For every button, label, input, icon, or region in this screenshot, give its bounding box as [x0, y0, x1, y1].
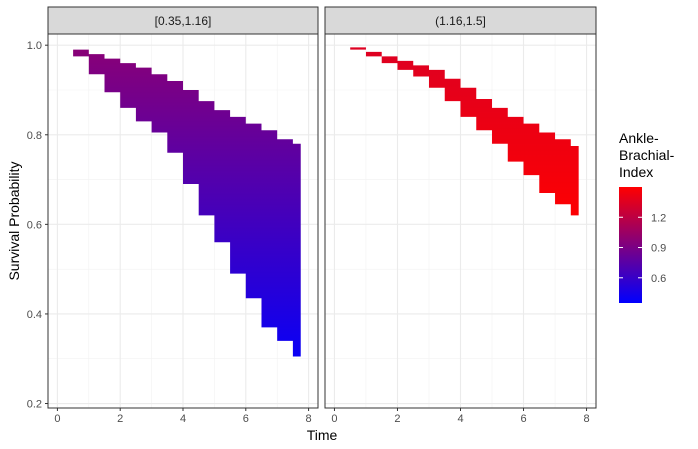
x-axis-panel-2: 0 2 4 6 8 — [331, 408, 590, 425]
y-tick-label: 0.6 — [27, 219, 42, 231]
x-tick-label: 0 — [331, 413, 337, 425]
x-tick-label: 2 — [117, 413, 123, 425]
survival-ribbon — [57, 45, 301, 382]
y-axis: 0.2 0.4 0.6 0.8 1.0 — [27, 40, 48, 411]
legend: Ankle- Brachial- Index 1.2 0.9 0.6 — [619, 130, 675, 303]
x-tick-label: 8 — [306, 413, 312, 425]
x-tick-label: 2 — [394, 413, 400, 425]
legend-colorbar — [619, 187, 642, 303]
x-tick-label: 0 — [54, 413, 60, 425]
x-tick-label: 8 — [583, 413, 589, 425]
legend-label: 0.9 — [651, 243, 666, 255]
y-tick-label: 0.4 — [27, 309, 42, 321]
legend-label: 0.6 — [651, 273, 666, 285]
strip-label: [0.35,1.16] — [155, 14, 212, 28]
x-tick-label: 6 — [243, 413, 249, 425]
survival-ribbon — [334, 45, 579, 229]
legend-title-line-3: Index — [619, 164, 653, 180]
x-tick-label: 4 — [180, 413, 186, 425]
y-tick-label: 1.0 — [27, 40, 42, 52]
facet-panel-2: (1.16,1.5] — [324, 6, 597, 409]
panel-grid — [325, 34, 596, 408]
strip-background — [324, 6, 597, 35]
x-axis-title: Time — [307, 427, 338, 443]
legend-title-line-1: Ankle- — [619, 130, 659, 146]
y-tick-label: 0.8 — [27, 130, 42, 142]
legend-ticks: 1.2 0.9 0.6 — [619, 212, 666, 285]
strip-label: (1.16,1.5] — [435, 14, 486, 28]
legend-label: 1.2 — [651, 212, 666, 224]
x-tick-label: 4 — [457, 413, 463, 425]
strip-background — [47, 6, 319, 35]
legend-title-line-2: Brachial- — [619, 147, 675, 163]
facet-panel-1: [0.35,1.16] — [47, 6, 319, 409]
x-tick-label: 6 — [520, 413, 526, 425]
x-axis-panel-1: 0 2 4 6 8 — [54, 408, 312, 425]
y-axis-title: Survival Probability — [6, 161, 22, 280]
y-tick-label: 0.2 — [27, 399, 42, 411]
